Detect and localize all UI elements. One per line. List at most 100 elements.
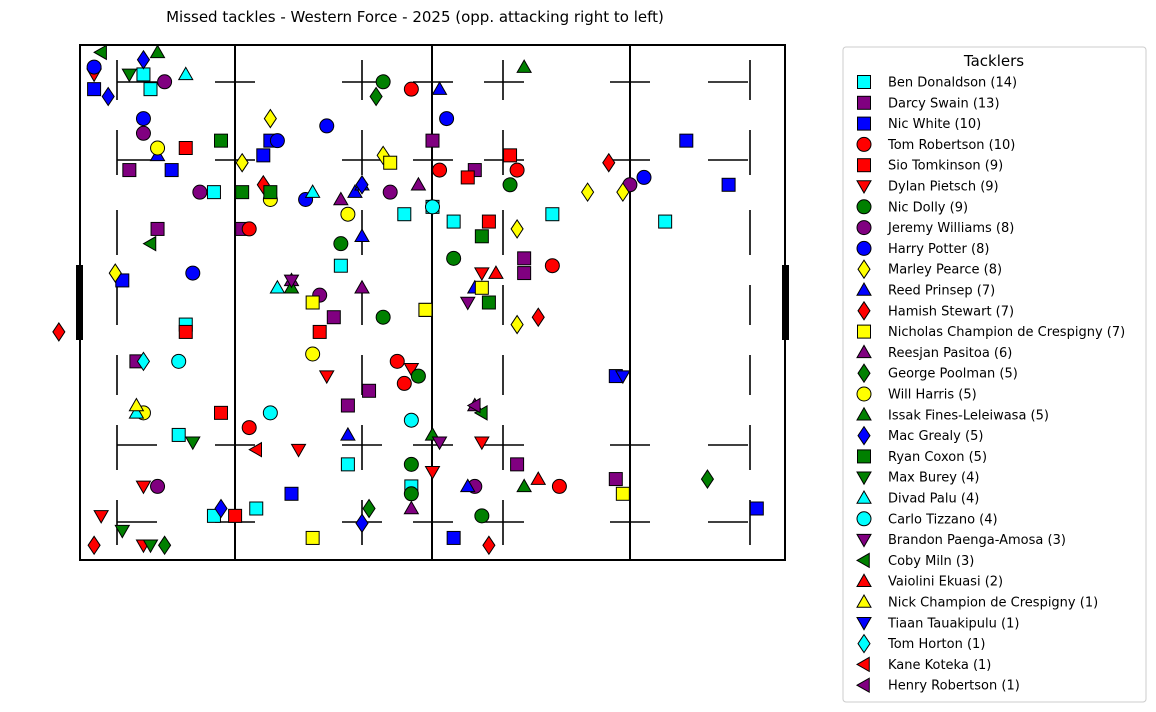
tackle-marker bbox=[135, 125, 151, 141]
legend-marker bbox=[856, 489, 872, 504]
legend-marker bbox=[857, 633, 871, 654]
legend-label: Dylan Pietsch (9) bbox=[888, 180, 999, 195]
tackle-marker bbox=[474, 229, 489, 244]
tackle-marker bbox=[459, 478, 476, 493]
tackle-marker bbox=[551, 478, 567, 494]
tackle-marker bbox=[136, 49, 151, 70]
tackle-marker bbox=[157, 535, 172, 556]
tackle-marker bbox=[93, 44, 107, 61]
legend-marker bbox=[857, 363, 871, 384]
tackle-marker bbox=[474, 280, 489, 295]
tackle-marker bbox=[157, 74, 173, 90]
tackle-marker bbox=[375, 74, 391, 90]
tackle-marker bbox=[128, 404, 145, 419]
legend-marker bbox=[856, 344, 872, 359]
tackle-marker bbox=[509, 162, 525, 178]
tackle-marker bbox=[122, 163, 137, 178]
pitch bbox=[76, 44, 789, 561]
tackle-marker bbox=[362, 498, 376, 519]
legend-marker bbox=[855, 656, 870, 673]
tackle-marker bbox=[136, 67, 151, 82]
tackle-marker bbox=[473, 267, 490, 282]
tackle-marker bbox=[340, 457, 355, 472]
legend-label: Kane Koteka (1) bbox=[888, 658, 991, 673]
legend-label: Mac Grealy (5) bbox=[888, 429, 983, 444]
tackle-marker bbox=[488, 265, 504, 279]
tackle-marker bbox=[473, 404, 488, 421]
legend-label: Tom Horton (1) bbox=[887, 637, 985, 652]
legend-label: Tiaan Tauakipulu (1) bbox=[887, 616, 1019, 631]
tackle-marker bbox=[326, 310, 341, 325]
legend-title: Tacklers bbox=[963, 52, 1024, 70]
legend-marker bbox=[856, 220, 872, 236]
legend-label: Brandon Paenga-Amosa (3) bbox=[888, 533, 1066, 548]
tackle-marker bbox=[228, 508, 243, 523]
tackle-marker bbox=[510, 219, 524, 239]
legend-marker bbox=[857, 158, 871, 173]
tackle-marker bbox=[424, 465, 441, 480]
tackle-marker bbox=[86, 59, 102, 75]
tackle-marker bbox=[87, 535, 101, 556]
legend-marker bbox=[856, 533, 872, 548]
tackle-marker bbox=[425, 133, 440, 148]
tackle-marker bbox=[269, 279, 286, 294]
legend-marker bbox=[857, 75, 871, 89]
legend-label: Issak Fines-Leleiwasa (5) bbox=[888, 408, 1049, 423]
legend-marker bbox=[856, 240, 872, 256]
tackle-marker bbox=[192, 184, 208, 200]
tackle-marker bbox=[418, 302, 433, 317]
tackle-marker bbox=[362, 383, 377, 398]
legend-label: Nic Dolly (9) bbox=[888, 200, 968, 215]
legend-label: Jeremy Williams (8) bbox=[887, 221, 1014, 236]
tackle-marker bbox=[340, 426, 356, 441]
tackle-marker bbox=[135, 111, 151, 127]
legend-label: George Poolman (5) bbox=[888, 367, 1018, 382]
legend-label: Ryan Coxon (5) bbox=[888, 450, 987, 465]
tackle-marker bbox=[510, 457, 525, 472]
legend-label: Hamish Stewart (7) bbox=[888, 304, 1014, 319]
tackle-marker bbox=[545, 207, 560, 222]
tackle-marker bbox=[185, 265, 201, 281]
legend-label: Marley Pearce (8) bbox=[888, 263, 1002, 278]
tackle-marker bbox=[431, 436, 448, 451]
tackle-marker bbox=[482, 535, 496, 556]
tackle-marker bbox=[177, 66, 194, 81]
legend-marker bbox=[856, 386, 872, 402]
tackle-marker bbox=[658, 214, 673, 229]
legend-label: Henry Robertson (1) bbox=[888, 679, 1020, 694]
tackle-marker bbox=[206, 185, 221, 200]
tackle-marker bbox=[305, 346, 321, 362]
tackle-marker bbox=[52, 322, 66, 342]
tackle-marker bbox=[241, 221, 257, 237]
legend-label: Carlo Tizzano (4) bbox=[888, 512, 998, 527]
tackle-marker bbox=[446, 530, 461, 545]
tackle-marker bbox=[149, 44, 166, 59]
tackle-marker bbox=[332, 191, 349, 206]
tackle-marker bbox=[214, 133, 228, 148]
tackle-marker bbox=[544, 258, 560, 274]
tackle-marker bbox=[235, 152, 249, 173]
tackle-marker bbox=[459, 296, 476, 311]
tackle-marker bbox=[403, 412, 419, 428]
tackle-marker bbox=[369, 86, 383, 107]
tackle-marker bbox=[354, 279, 370, 294]
tackle-marker bbox=[679, 133, 694, 148]
tackle-marker bbox=[397, 207, 412, 222]
tackle-marker bbox=[150, 221, 165, 236]
tackle-marker bbox=[355, 513, 369, 534]
tackle-marker bbox=[425, 199, 440, 215]
legend-label: Nicholas Champion de Crespigny (7) bbox=[888, 325, 1125, 340]
tackle-marker bbox=[184, 436, 201, 451]
tackle-marker bbox=[150, 478, 166, 494]
legend-label: Harry Potter (8) bbox=[888, 242, 989, 257]
tackle-marker bbox=[517, 251, 532, 266]
tackle-marker bbox=[142, 539, 159, 554]
tackle-marker bbox=[284, 486, 299, 501]
tackle-marker bbox=[283, 274, 300, 289]
tackle-marker bbox=[171, 353, 187, 369]
tackle-marker bbox=[389, 353, 405, 369]
legend-label: Nick Champion de Crespigny (1) bbox=[888, 596, 1098, 611]
tackle-marker bbox=[256, 148, 271, 163]
legend-marker bbox=[857, 259, 871, 280]
legend-marker bbox=[855, 552, 870, 569]
